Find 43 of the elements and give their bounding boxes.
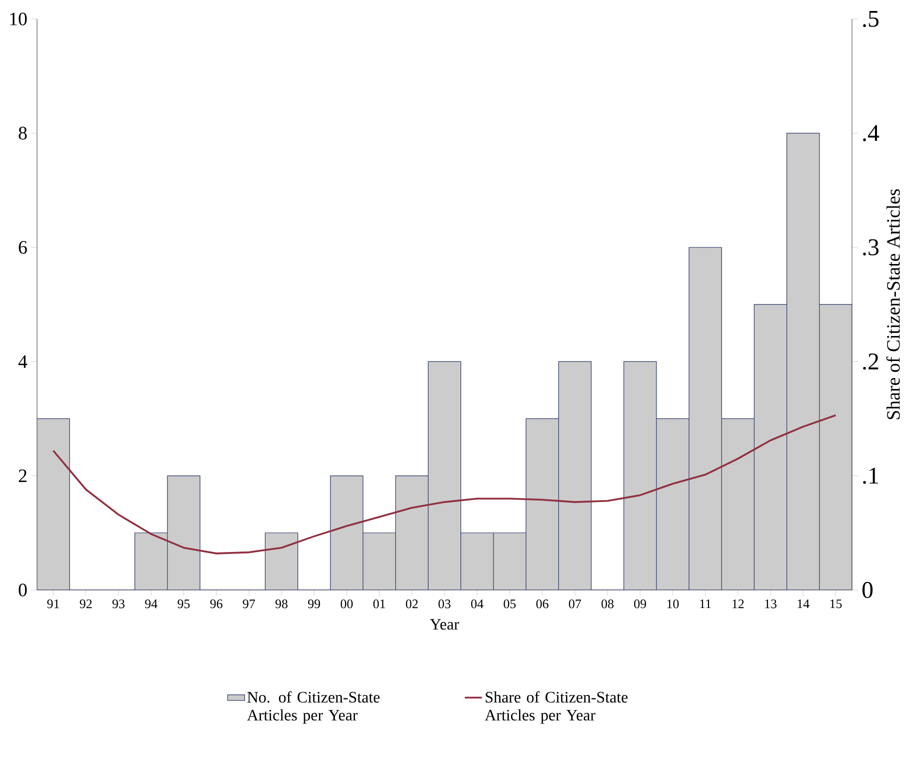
y2-tick-label: 0 (862, 582, 873, 598)
x-tick-label: 99 (308, 600, 320, 608)
x-axis-title: Year (430, 619, 460, 630)
x-tick-label: 94 (145, 600, 158, 608)
x-tick-label: 93 (112, 600, 124, 608)
x-tick-label: 97 (242, 600, 256, 608)
x-tick-label: 15 (830, 600, 842, 608)
y2-axis-title: Share of Citizen-State Articles (886, 189, 900, 420)
x-tick-label: 14 (798, 600, 810, 608)
y-tick-label: 2 (18, 470, 26, 482)
x-tick-label: 98 (275, 600, 288, 608)
legend-label: No. of Citizen-State Articles per Year (247, 691, 380, 724)
x-tick-label: 91 (47, 600, 60, 608)
x-tick-label: 00 (340, 600, 353, 608)
y2-tick-label: .2 (863, 354, 878, 370)
x-tick-label: 05 (504, 600, 516, 608)
x-tick-label: 06 (536, 600, 548, 608)
x-tick-label: 02 (406, 600, 418, 608)
bar (264, 532, 298, 590)
y2-tick-label: .5 (863, 10, 879, 27)
x-tick-label: 13 (765, 600, 776, 608)
x-tick-label: 12 (732, 600, 744, 608)
x-tick-label: 03 (438, 600, 450, 608)
x-tick-label: 11 (700, 600, 711, 608)
y2-tick-label: .3 (863, 239, 879, 256)
x-tick-label: 01 (373, 600, 386, 608)
legend-label: Share of Citizen-State Articles per Year (484, 691, 628, 724)
y2-tick-label: .4 (863, 125, 880, 142)
y-tick-label: 4 (18, 355, 28, 368)
x-tick-label: 10 (667, 600, 679, 608)
x-tick-label: 09 (634, 600, 646, 608)
y2-tick-label: .1 (863, 468, 878, 484)
x-tick-label: 07 (568, 600, 582, 608)
y-tick-label: 6 (18, 241, 27, 254)
y-tick-label: 10 (10, 12, 27, 26)
y-tick-label: 0 (18, 584, 27, 596)
x-tick-label: 92 (80, 600, 92, 608)
x-tick-label: 95 (178, 600, 190, 608)
bar (37, 418, 70, 590)
x-tick-label: 08 (602, 600, 614, 608)
x-tick-label: 96 (210, 600, 222, 608)
x-tick-label: 04 (471, 600, 484, 608)
y-tick-label: 8 (18, 126, 27, 140)
